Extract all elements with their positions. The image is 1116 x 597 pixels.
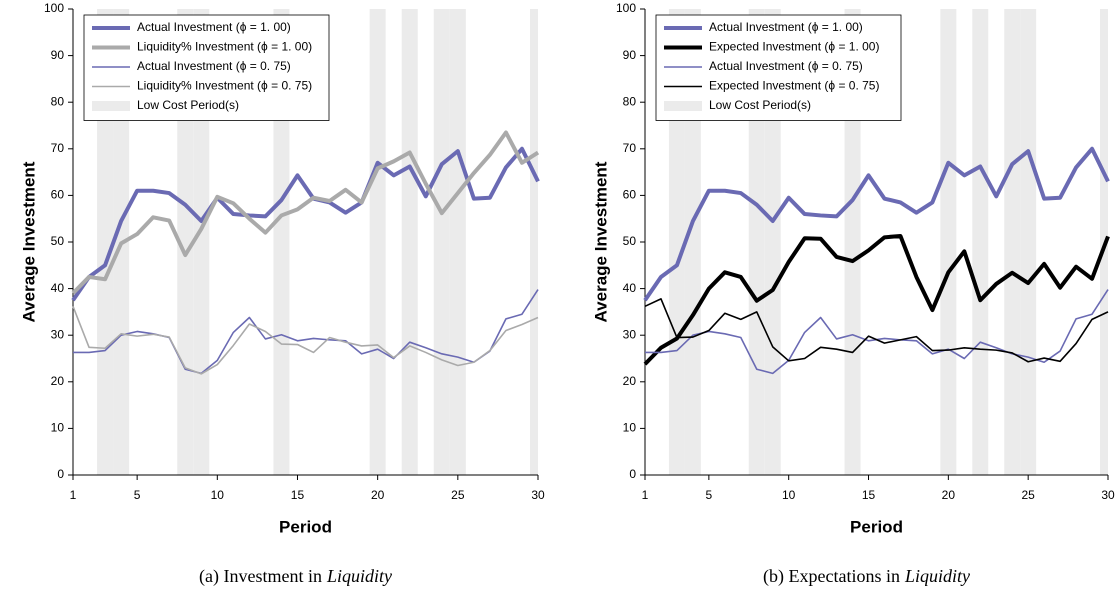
x-tick-label: 10	[211, 488, 225, 502]
legend-label: Actual Investment (ϕ = 1. 00)	[709, 20, 863, 34]
y-axis-label: Average Investment	[591, 161, 610, 322]
low-cost-band	[449, 9, 466, 475]
x-tick-label: 1	[642, 488, 649, 502]
low-cost-band	[369, 9, 386, 475]
legend-label: Expected Investment (ϕ = 0. 75)	[709, 79, 879, 93]
y-tick-label: 30	[51, 327, 65, 341]
y-tick-label: 0	[57, 467, 64, 481]
caption-text: (b) Expectations in	[763, 566, 900, 587]
legend-label: Expected Investment (ϕ = 1. 00)	[709, 40, 879, 54]
x-axis-label: Period	[850, 517, 903, 536]
low-cost-band	[1004, 9, 1021, 475]
y-tick-label: 100	[44, 1, 64, 15]
series-line	[73, 289, 539, 375]
x-tick-label: 1	[70, 488, 77, 502]
y-tick-label: 60	[51, 188, 65, 202]
caption: (a) Investment in Liquidity	[199, 566, 392, 587]
y-tick-label: 20	[51, 374, 65, 388]
y-tick-label: 50	[623, 234, 637, 248]
y-tick-label: 30	[623, 327, 637, 341]
low-cost-band	[668, 9, 685, 475]
y-tick-label: 0	[629, 467, 636, 481]
y-tick-label: 40	[623, 281, 637, 295]
series-line	[72, 306, 539, 375]
y-tick-label: 80	[623, 94, 637, 108]
series-line	[643, 233, 1110, 366]
legend-label: Actual Investment (ϕ = 1. 00)	[137, 20, 291, 34]
y-tick-label: 40	[51, 281, 65, 295]
legend-label: Liquidity% Investment (ϕ = 0. 75)	[137, 79, 312, 93]
y-tick-label: 70	[623, 141, 637, 155]
legend-swatch	[92, 101, 130, 111]
legend-label: Low Cost Period(s)	[709, 98, 811, 112]
x-tick-label: 25	[1021, 488, 1035, 502]
caption: (b) Expectations in Liquidity	[763, 566, 970, 587]
y-tick-label: 90	[51, 48, 65, 62]
series-line	[644, 298, 1109, 363]
low-cost-band	[748, 9, 765, 475]
x-tick-label: 30	[1101, 488, 1115, 502]
x-tick-label: 15	[862, 488, 876, 502]
low-cost-band	[97, 9, 114, 475]
y-tick-label: 100	[616, 1, 636, 15]
low-cost-band	[972, 9, 989, 475]
x-axis-label: Period	[279, 517, 332, 536]
series-line	[71, 146, 540, 302]
y-tick-label: 10	[623, 421, 637, 435]
y-tick-label: 70	[51, 141, 65, 155]
caption-text: (a) Investment in	[199, 566, 322, 587]
legend-swatch	[664, 101, 702, 111]
low-cost-band	[940, 9, 957, 475]
low-cost-band	[193, 9, 210, 475]
x-tick-label: 25	[451, 488, 465, 502]
low-cost-band	[764, 9, 781, 475]
legend-label: Actual Investment (ϕ = 0. 75)	[137, 59, 291, 73]
y-tick-label: 20	[623, 374, 637, 388]
low-cost-band	[433, 9, 450, 475]
low-cost-band	[1020, 9, 1037, 475]
y-tick-label: 10	[51, 421, 65, 435]
y-tick-label: 90	[623, 48, 637, 62]
x-tick-label: 5	[706, 488, 713, 502]
x-tick-label: 5	[134, 488, 141, 502]
legend-label: Low Cost Period(s)	[137, 98, 239, 112]
caption-emphasis: Liquidity	[326, 566, 392, 586]
x-tick-label: 15	[291, 488, 305, 502]
series-line	[643, 146, 1110, 302]
y-axis-label: Average Investment	[19, 161, 38, 322]
series-line	[71, 130, 540, 295]
y-tick-label: 60	[623, 188, 637, 202]
legend-label: Liquidity% Investment (ϕ = 1. 00)	[137, 40, 312, 54]
x-tick-label: 30	[531, 488, 545, 502]
y-tick-label: 50	[51, 234, 65, 248]
low-cost-band	[529, 9, 538, 475]
series-line	[645, 289, 1109, 375]
legend-label: Actual Investment (ϕ = 0. 75)	[709, 59, 863, 73]
caption-emphasis: Liquidity	[904, 566, 970, 586]
x-tick-label: 10	[782, 488, 796, 502]
low-cost-band	[401, 9, 418, 475]
y-tick-label: 80	[51, 94, 65, 108]
low-cost-band	[684, 9, 701, 475]
low-cost-band	[273, 9, 290, 475]
x-tick-label: 20	[942, 488, 956, 502]
low-cost-band	[844, 9, 861, 475]
x-tick-label: 20	[371, 488, 385, 502]
